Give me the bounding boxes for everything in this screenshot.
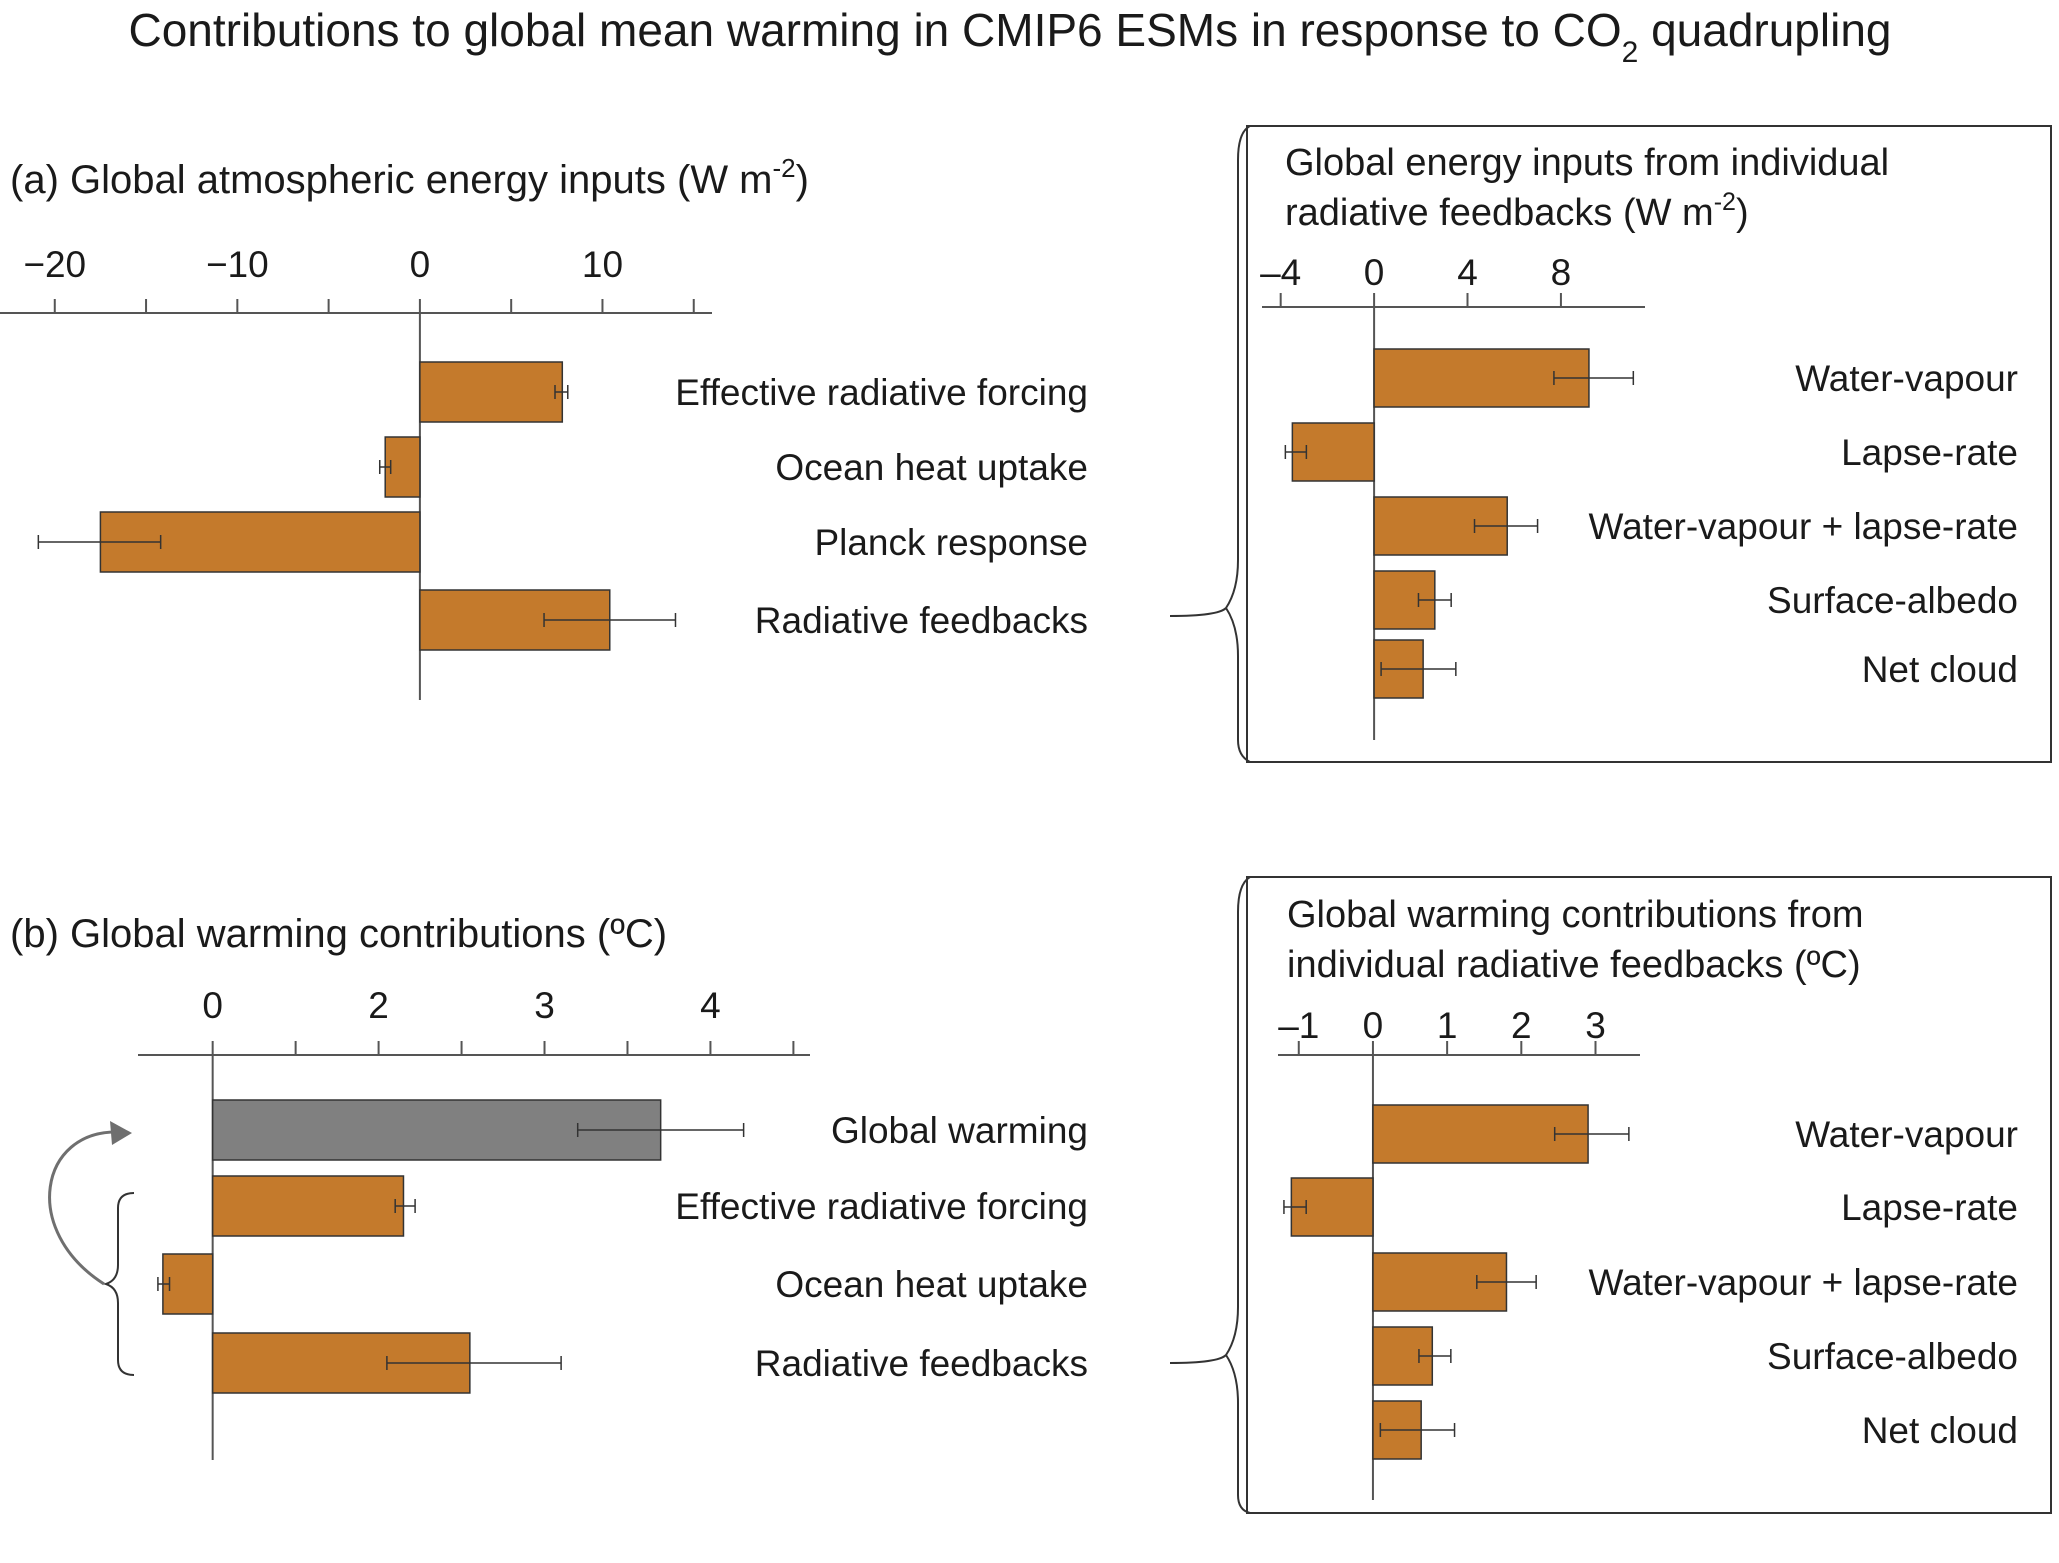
category-label: Net cloud xyxy=(1862,649,2018,690)
category-label: Radiative feedbacks xyxy=(755,600,1088,641)
category-label: Water-vapour + lapse-rate xyxy=(1589,1262,2018,1303)
x-tick-label: 0 xyxy=(202,985,223,1026)
x-tick-label: 2 xyxy=(368,985,389,1026)
category-label: Water-vapour + lapse-rate xyxy=(1589,506,2018,547)
chart-a: −20 −10 0 10 Effective radiative forcing Ocea… xyxy=(0,244,1088,700)
x-tick-label: 0 xyxy=(1363,1005,1384,1046)
inset-b-box xyxy=(1246,876,2052,1514)
category-label: Lapse-rate xyxy=(1841,1187,2018,1228)
category-label: Surface-albedo xyxy=(1767,1336,2018,1377)
chart-a-inset: –4 0 4 8 Water-vapour Lapse-rate Water-vapour … xyxy=(1260,252,2018,740)
bar xyxy=(162,1253,214,1315)
category-label: Radiative feedbacks xyxy=(755,1343,1088,1384)
figure-title: Contributions to global mean warming in … xyxy=(128,4,1891,69)
sum-arrow xyxy=(48,1130,119,1286)
x-tick-label: 1 xyxy=(1437,1005,1458,1046)
x-tick-label: 8 xyxy=(1551,252,1572,293)
x-tick-label: –1 xyxy=(1278,1005,1319,1046)
x-tick-label: −10 xyxy=(206,244,269,285)
inset-a-box xyxy=(1246,125,2052,763)
brace-a xyxy=(1169,125,1251,763)
inset-b-title-line1: Global warming contributions from xyxy=(1287,894,1864,936)
chart-b-inset: –1 0 1 2 3 Water-vapour Lapse-rate Water-vapour… xyxy=(1278,1005,2018,1500)
brace-b xyxy=(1169,876,1251,1514)
category-label: Effective radiative forcing xyxy=(675,372,1088,413)
category-label: Ocean heat uptake xyxy=(775,447,1088,488)
bar xyxy=(419,361,564,423)
panel-a-title: (a) Global atmospheric energy inputs (W … xyxy=(10,153,809,202)
category-label: Water-vapour xyxy=(1795,1114,2018,1155)
category-label: Global warming xyxy=(831,1110,1088,1151)
category-label: Surface-albedo xyxy=(1767,580,2018,621)
category-label: Lapse-rate xyxy=(1841,432,2018,473)
x-tick-label: 3 xyxy=(1585,1005,1606,1046)
x-tick-label: 0 xyxy=(1364,252,1385,293)
category-label: Planck response xyxy=(814,522,1088,563)
category-label: Water-vapour xyxy=(1795,358,2018,399)
bar xyxy=(211,1175,405,1237)
x-tick-label: 0 xyxy=(410,244,431,285)
chart-b: 0 2 3 4 Global warming Effective radiative fo… xyxy=(138,985,1088,1460)
x-tick-label: 4 xyxy=(1457,252,1478,293)
sum-bracket xyxy=(102,1192,135,1376)
bar xyxy=(1372,1104,1589,1164)
x-tick-label: 10 xyxy=(582,244,623,285)
inset-b-title-line2: individual radiative feedbacks (ºC) xyxy=(1287,944,1861,986)
x-tick-label: –4 xyxy=(1260,252,1301,293)
inset-a-title-line2: radiative feedbacks (W m-2) xyxy=(1285,188,1749,234)
bar xyxy=(1373,348,1590,408)
category-label: Ocean heat uptake xyxy=(775,1264,1088,1305)
panel-b-title: (b) Global warming contributions (ºC) xyxy=(10,912,667,956)
category-label: Net cloud xyxy=(1862,1410,2018,1451)
x-tick-label: 4 xyxy=(700,985,721,1026)
x-tick-label: 2 xyxy=(1511,1005,1532,1046)
x-tick-label: 3 xyxy=(534,985,555,1026)
inset-a-title-line1: Global energy inputs from individual xyxy=(1285,142,1889,184)
x-tick-label: −20 xyxy=(23,244,86,285)
category-label: Effective radiative forcing xyxy=(675,1186,1088,1227)
arrow-head-icon xyxy=(110,1121,132,1145)
